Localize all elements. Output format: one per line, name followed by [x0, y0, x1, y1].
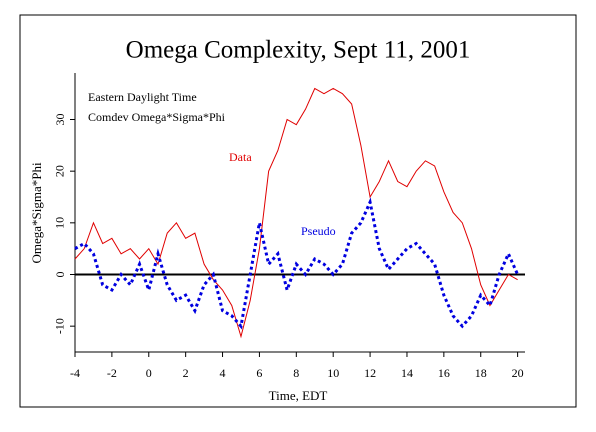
x-tick-label: 0	[146, 366, 152, 380]
series-label: Data	[229, 150, 252, 164]
x-tick-label: 4	[220, 366, 226, 380]
x-tick-label: -4	[70, 366, 80, 380]
y-tick-label: 0	[53, 272, 67, 278]
chart-title: Omega Complexity, Sept 11, 2001	[126, 37, 471, 64]
x-tick-label: 6	[256, 366, 262, 380]
x-tick-label: 16	[438, 366, 450, 380]
x-tick-label: 18	[475, 366, 487, 380]
series-line	[74, 87, 518, 339]
y-tick-label: 30	[53, 114, 67, 126]
x-tick-label: 2	[183, 366, 189, 380]
y-axis-label: Omega*Sigma*Phi	[29, 162, 44, 263]
y-tick-label: 10	[53, 217, 67, 229]
annotation: Eastern Daylight Time	[88, 90, 197, 104]
y-tick-label: -10	[53, 318, 67, 334]
frame	[19, 14, 577, 408]
x-tick-label: 14	[401, 366, 413, 380]
x-tick-label: 12	[364, 366, 376, 380]
x-tick-label: -2	[107, 366, 117, 380]
x-tick-label: 10	[327, 366, 339, 380]
x-axis-label: Time, EDT	[269, 388, 328, 403]
x-tick-label: 8	[293, 366, 299, 380]
series-label: Pseudo	[301, 224, 336, 238]
x-tick-label: 20	[512, 366, 524, 380]
annotation: Comdev Omega*Sigma*Phi	[88, 110, 226, 124]
y-tick-label: 20	[53, 165, 67, 177]
series-line	[74, 197, 519, 330]
